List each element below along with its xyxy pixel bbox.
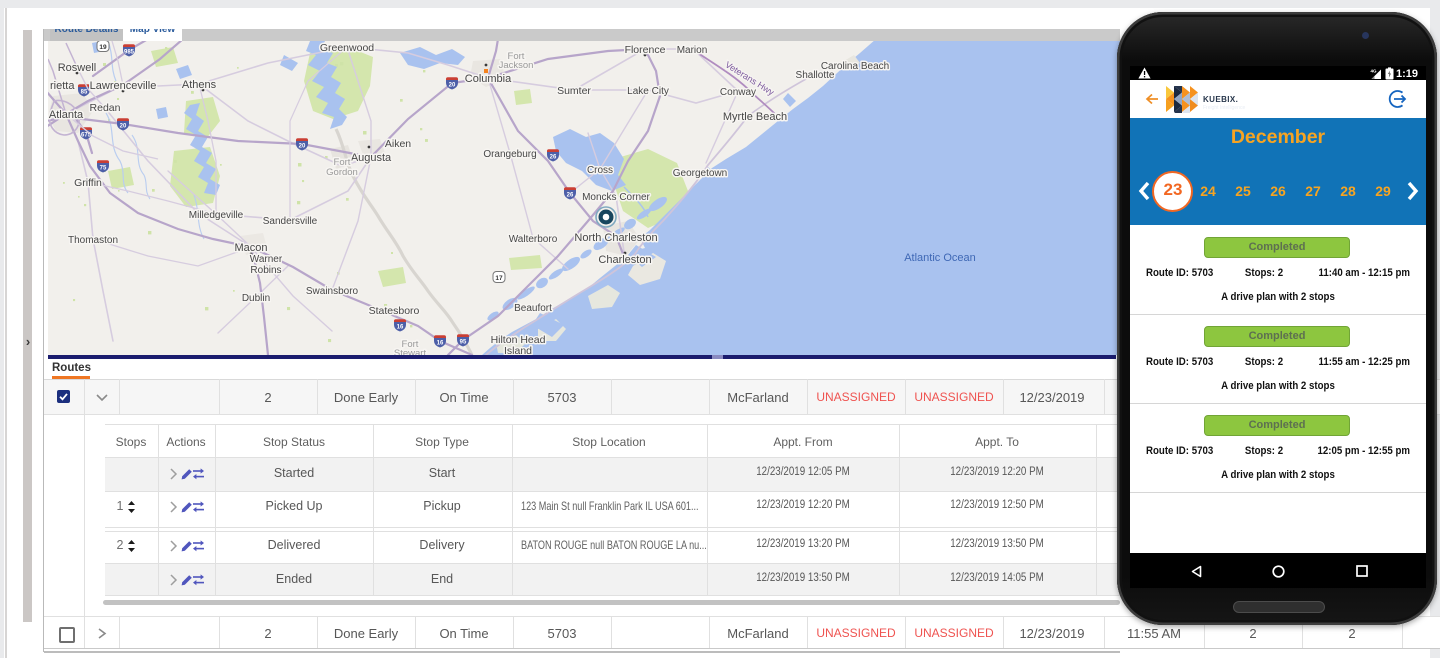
svg-text:Roswell: Roswell	[58, 62, 97, 74]
svg-text:Lake City: Lake City	[627, 86, 669, 97]
svg-text:Lawrenceville: Lawrenceville	[90, 80, 157, 92]
svg-text:16: 16	[437, 341, 444, 347]
svg-text:Hilton Head: Hilton Head	[491, 334, 546, 346]
svg-text:17: 17	[495, 275, 503, 282]
svg-text:85: 85	[81, 90, 88, 96]
svg-text:Cross: Cross	[587, 165, 613, 176]
svg-text:985: 985	[124, 50, 135, 56]
svg-text:Stewart: Stewart	[394, 348, 427, 355]
svg-text:Sumter: Sumter	[557, 85, 591, 97]
svg-text:Athens: Athens	[182, 79, 217, 91]
svg-text:16: 16	[397, 325, 404, 331]
svg-text:20: 20	[299, 144, 306, 150]
svg-text:26: 26	[550, 155, 557, 161]
svg-text:675: 675	[81, 133, 92, 139]
svg-text:Fort: Fort	[334, 157, 351, 168]
svg-text:Moncks Corner: Moncks Corner	[582, 192, 650, 203]
svg-text:20: 20	[449, 83, 456, 89]
svg-text:Walterboro: Walterboro	[509, 234, 558, 245]
svg-text:rietta: rietta	[50, 80, 75, 92]
svg-text:Myrtle Beach: Myrtle Beach	[723, 111, 787, 123]
svg-text:Charleston: Charleston	[598, 254, 651, 266]
svg-text:Florence: Florence	[625, 44, 666, 56]
svg-text:North Charleston: North Charleston	[574, 232, 657, 244]
svg-text:20: 20	[120, 124, 127, 130]
svg-text:Macon: Macon	[234, 242, 267, 254]
svg-text:Columbia: Columbia	[465, 73, 512, 85]
svg-text:Georgetown: Georgetown	[673, 168, 727, 179]
svg-text:Robins: Robins	[250, 265, 281, 276]
svg-text:Fort: Fort	[402, 339, 419, 350]
svg-text:75: 75	[100, 166, 107, 172]
svg-text:19: 19	[99, 44, 107, 51]
svg-text:Greenwood: Greenwood	[320, 42, 374, 54]
svg-text:Milledgeville: Milledgeville	[189, 210, 244, 221]
svg-text:Augusta: Augusta	[351, 152, 392, 164]
svg-text:Gordon: Gordon	[326, 167, 358, 178]
svg-text:4G: 4G	[1371, 69, 1378, 74]
svg-text:26: 26	[567, 193, 574, 199]
svg-text:Redan: Redan	[90, 102, 121, 114]
svg-text:Conway: Conway	[720, 87, 756, 98]
svg-text:Warner: Warner	[250, 254, 283, 265]
svg-text:95: 95	[460, 340, 467, 346]
svg-text:Freight Intelligence: Freight Intelligence	[1203, 105, 1245, 111]
svg-text:Dublin: Dublin	[242, 293, 270, 304]
svg-text:Carolina Beach: Carolina Beach	[821, 61, 889, 72]
svg-text:Island: Island	[504, 345, 532, 355]
svg-text:KUEBIX.: KUEBIX.	[1203, 95, 1238, 104]
svg-text:Shallotte: Shallotte	[796, 70, 835, 81]
svg-text:Orangeburg: Orangeburg	[483, 149, 536, 160]
svg-text:Sandersville: Sandersville	[263, 216, 318, 227]
svg-text:Griffin: Griffin	[74, 177, 102, 189]
svg-text:Marion: Marion	[677, 45, 708, 56]
svg-text:Jackson: Jackson	[499, 60, 534, 71]
svg-text:Beaufort: Beaufort	[514, 303, 552, 314]
svg-text:Atlantic Ocean: Atlantic Ocean	[904, 252, 976, 264]
svg-text:Aiken: Aiken	[385, 138, 411, 150]
svg-text:Statesboro: Statesboro	[369, 305, 420, 317]
svg-text:Thomaston: Thomaston	[68, 235, 118, 246]
svg-text:Swainsboro: Swainsboro	[306, 286, 359, 297]
svg-text:Fort: Fort	[508, 51, 525, 62]
svg-text:Atlanta: Atlanta	[49, 109, 84, 121]
